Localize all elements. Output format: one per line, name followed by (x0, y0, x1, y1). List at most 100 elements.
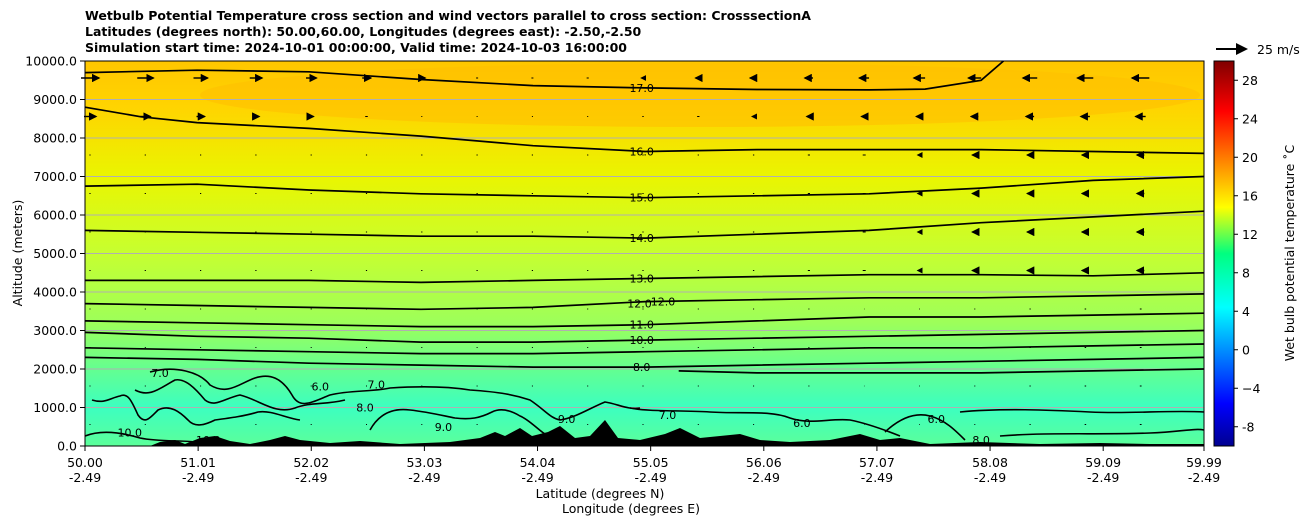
colorbar-tick-label-9: 28 (1242, 73, 1258, 88)
contour-label-6: 12.0 (651, 296, 676, 309)
contour-7-lower (149, 368, 641, 421)
colorbar-tick-label-3: 4 (1242, 304, 1250, 319)
x-tick-lon-3: -2.49 (408, 470, 440, 485)
colorbar-ticks: -8 −4 0 4 8 12 16 20 24 28 (1234, 73, 1260, 434)
contour-7-right (959, 408, 1205, 414)
contour-line-15 (84, 175, 1205, 199)
y-tick-label-9: 9000.0 (33, 92, 77, 107)
chart-title-line-1: Wetbulb Potential Temperature cross sect… (85, 8, 811, 23)
x-tick-lat-1: 51.01 (180, 455, 216, 470)
grid-lines (85, 99, 1204, 408)
contour-label-14: 9.0 (435, 421, 453, 434)
colorbar-tick-label-8: 24 (1242, 111, 1258, 126)
x-tick-lat-4: 54.04 (520, 455, 556, 470)
y-tick-label-0: 0.0 (57, 439, 77, 454)
x-tick-lat-7: 57.07 (859, 455, 895, 470)
x-tick-lat-8: 58.08 (972, 455, 1008, 470)
y-tick-label-8: 8000.0 (33, 131, 77, 146)
y-tick-label-4: 4000.0 (33, 285, 77, 300)
x-tick-lon-5: -2.49 (634, 470, 666, 485)
contour-label-9: 8.0 (633, 361, 651, 374)
x-tick-lon-4: -2.49 (521, 470, 553, 485)
contour-label-5: 12.0 (627, 298, 652, 311)
y-axis-label: Altitude (meters) (10, 200, 25, 307)
contour-label-21: 9.0 (558, 413, 576, 426)
contour-label-17: 6.0 (928, 413, 946, 426)
contour-labels: 17.0 16.0 15.0 14.0 13.0 12.0 12.0 11.0 10.0 8.0 7… (118, 82, 990, 447)
colorbar-tick-label-4: 8 (1242, 265, 1250, 280)
contour-label-7: 11.0 (629, 319, 654, 332)
x-axis-label-lat: Latitude (degrees N) (536, 486, 665, 501)
contour-lines (84, 60, 1205, 374)
contour-label-13: 8.0 (356, 402, 374, 415)
x-tick-lon-9: -2.49 (1087, 470, 1119, 485)
contour-line-11 (84, 312, 1205, 328)
y-tick-label-10: 10000.0 (25, 54, 77, 69)
contour-line-8 (84, 356, 1205, 368)
x-axis-label-lon: Longitude (degrees E) (562, 501, 700, 516)
x-tick-lon-8: -2.49 (974, 470, 1006, 485)
wind-vectors (81, 73, 1150, 425)
y-axis-ticks: 0.0 1000.0 2000.0 3000.0 4000.0 5000.0 6000.0 7… (25, 54, 85, 454)
contour-label-0: 17.0 (629, 82, 654, 95)
terrain-profile (85, 420, 1204, 446)
contour-label-11: 7.0 (367, 378, 385, 391)
contour-line-9 (84, 343, 1205, 355)
contour-line-14 (84, 210, 1205, 239)
colorbar-tick-label-0: -8 (1242, 419, 1255, 434)
contour-label-20: 10.0 (196, 434, 221, 447)
colorbar-tick-label-2: 0 (1242, 342, 1250, 357)
contour-label-2: 15.0 (629, 192, 654, 205)
colorbar-tick-label-7: 20 (1242, 150, 1258, 165)
contour-8-lower (134, 378, 346, 411)
x-axis-ticks: 50.00-2.4951.01-2.4952.02-2.4953.03-2.49… (67, 446, 1222, 485)
vector-key-label: 25 m/s (1257, 42, 1300, 57)
contour-9-lower (91, 394, 301, 426)
contour-label-1: 16.0 (629, 145, 654, 158)
warm-region (200, 63, 1200, 127)
y-tick-label-7: 7000.0 (33, 169, 77, 184)
y-tick-label-5: 5000.0 (33, 246, 77, 261)
contour-label-16: 6.0 (793, 417, 811, 430)
x-tick-lon-10: -2.49 (1188, 470, 1220, 485)
colorbar-tick-label-6: 16 (1242, 188, 1258, 203)
x-tick-lon-6: -2.49 (748, 470, 780, 485)
low-level-contours (84, 368, 1205, 443)
contour-label-10: 7.0 (151, 367, 169, 380)
contour-label-12: 6.0 (311, 380, 329, 393)
contour-6-far (884, 414, 966, 441)
contour-label-19: 10.0 (118, 427, 143, 440)
contour-label-8: 10.0 (629, 334, 654, 347)
vector-key: 25 m/s (1216, 42, 1300, 57)
x-tick-lat-0: 50.00 (67, 455, 103, 470)
colorbar-label: Wet bulb potential temperature ˚C (1282, 144, 1297, 361)
contour-label-18: 8.0 (972, 434, 990, 447)
contour-line-12 (84, 293, 1205, 311)
colorbar-tick-label-5: 12 (1242, 227, 1258, 242)
contour-9-mid (369, 408, 549, 437)
x-tick-lon-0: -2.49 (69, 470, 101, 485)
contour-line-10 (84, 329, 1205, 343)
y-tick-label-3: 3000.0 (33, 323, 77, 338)
x-tick-lon-1: -2.49 (182, 470, 214, 485)
x-tick-lat-2: 52.02 (293, 455, 329, 470)
x-tick-lat-9: 59.09 (1085, 455, 1121, 470)
chart-title-line-3: Simulation start time: 2024-10-01 00:00:… (85, 40, 627, 55)
contour-label-4: 13.0 (629, 273, 654, 286)
y-tick-label-6: 6000.0 (33, 208, 77, 223)
x-tick-lat-10: 59.99 (1186, 455, 1222, 470)
x-tick-lat-6: 56.06 (746, 455, 782, 470)
contour-8-right (999, 428, 1205, 437)
contour-6-right (629, 407, 901, 437)
y-tick-label-1: 1000.0 (33, 400, 77, 415)
x-tick-lon-2: -2.49 (295, 470, 327, 485)
contour-10-lower (84, 431, 196, 443)
x-tick-lat-3: 53.03 (406, 455, 442, 470)
contour-label-3: 14.0 (629, 232, 654, 245)
contour-line-16 (84, 106, 1205, 155)
contour-line-7-5 (678, 368, 1205, 374)
contour-line-13 (85, 271, 1205, 284)
chart-title-line-2: Latitudes (degrees north): 50.00,60.00, … (85, 24, 642, 39)
contour-line-17 (84, 60, 1005, 91)
